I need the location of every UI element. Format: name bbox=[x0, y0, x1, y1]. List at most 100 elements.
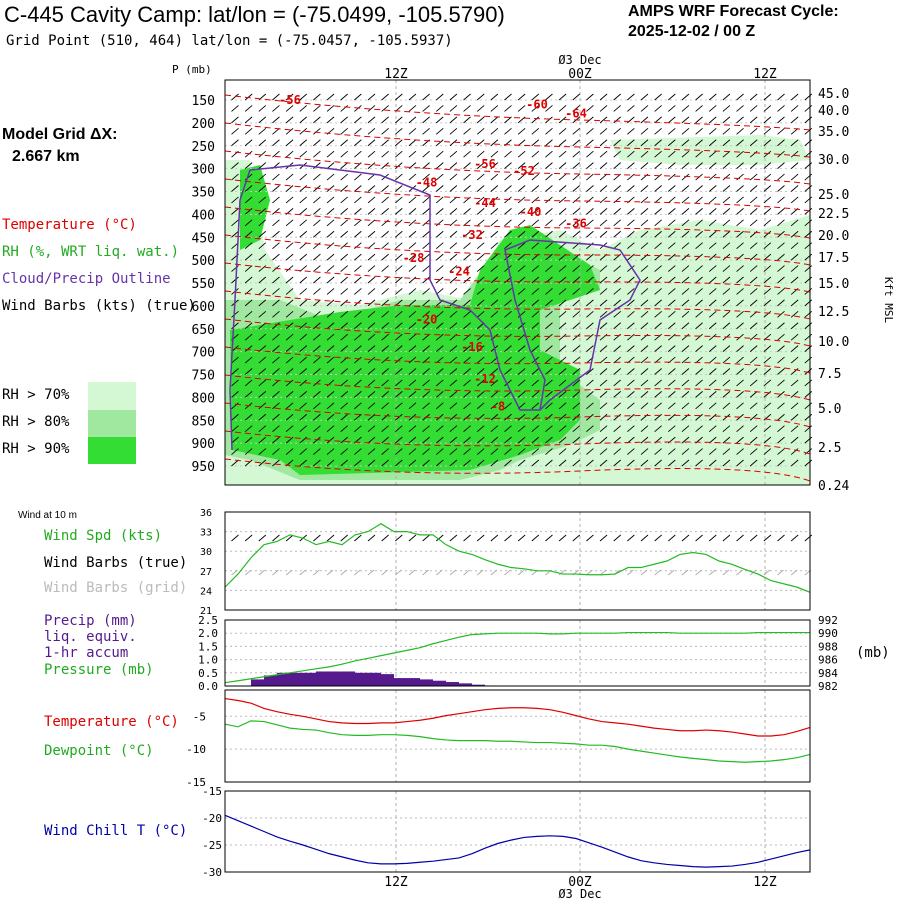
temperature-label: -64 bbox=[565, 107, 587, 121]
precip-bar bbox=[446, 682, 459, 686]
wind-barb bbox=[326, 310, 335, 318]
wind-barb bbox=[449, 208, 458, 215]
wind-barb bbox=[463, 185, 471, 192]
wind-barb bbox=[708, 448, 717, 455]
precip-bar bbox=[407, 678, 420, 686]
wind-barb bbox=[244, 459, 253, 467]
wind-barb bbox=[490, 436, 499, 444]
wind-barb bbox=[381, 242, 389, 250]
wind-barb bbox=[627, 299, 635, 307]
wind-barb bbox=[395, 448, 403, 455]
dewpoint-line bbox=[224, 720, 811, 763]
wind-barb bbox=[722, 391, 731, 398]
wind-barb bbox=[340, 185, 348, 192]
wind-barb bbox=[804, 185, 813, 192]
wind-barb bbox=[517, 219, 526, 227]
wind-barb bbox=[463, 345, 471, 352]
wind-barb bbox=[695, 105, 703, 112]
wind-barb bbox=[285, 139, 294, 147]
wind-barb bbox=[790, 391, 799, 398]
wind-barb bbox=[545, 139, 553, 147]
wind-barb bbox=[354, 127, 362, 135]
wind-barb bbox=[790, 105, 799, 112]
wind-barb bbox=[326, 173, 335, 181]
wind-barb bbox=[354, 242, 362, 250]
pressure-tick-label: 150 bbox=[192, 94, 215, 109]
wind-barb bbox=[408, 459, 417, 467]
wind-barb-grid bbox=[722, 569, 730, 576]
wind-barb bbox=[231, 379, 239, 387]
wind-barb bbox=[695, 93, 703, 101]
wind-barb bbox=[395, 265, 403, 272]
wind-barb bbox=[572, 265, 581, 272]
wind10m-label: Wind at 10 m bbox=[18, 510, 77, 521]
wind-barb bbox=[708, 253, 717, 261]
pressure-tick: 982 bbox=[818, 680, 838, 693]
wind-barb bbox=[231, 368, 239, 375]
wind-barb bbox=[599, 150, 608, 158]
temperature-label: -20 bbox=[416, 313, 438, 327]
wind-barb-grid bbox=[627, 569, 634, 576]
wind-barb bbox=[435, 196, 444, 204]
wind-barb bbox=[326, 93, 335, 101]
wind-barb bbox=[654, 173, 662, 181]
wind-barb bbox=[640, 276, 649, 284]
wind-barb bbox=[463, 105, 471, 112]
wind-barb bbox=[763, 162, 772, 169]
wind-barb bbox=[545, 253, 553, 261]
wind-barb-grid bbox=[395, 569, 402, 576]
wind-barb bbox=[545, 459, 553, 467]
height-tick-label: 17.5 bbox=[818, 251, 849, 266]
temperature-label: -24 bbox=[448, 265, 470, 279]
pressure-tick-label: 800 bbox=[192, 391, 215, 406]
wind-barb bbox=[558, 162, 567, 169]
wind-barb bbox=[545, 436, 553, 444]
wind-barb bbox=[736, 425, 744, 433]
wind-barb bbox=[790, 299, 799, 307]
wind-barb bbox=[422, 379, 430, 387]
wind-barb bbox=[258, 379, 267, 387]
wind-barb bbox=[668, 127, 676, 135]
wind-barb bbox=[558, 391, 567, 398]
wind-barb bbox=[504, 310, 512, 318]
wind-barb bbox=[668, 379, 676, 387]
wind-barb bbox=[435, 448, 444, 455]
wind-barb bbox=[244, 230, 253, 238]
wind-barb bbox=[681, 230, 690, 238]
wind-barb bbox=[449, 436, 458, 444]
wind-barb bbox=[804, 173, 813, 181]
wind-barb bbox=[572, 368, 581, 375]
wind-barb bbox=[763, 402, 772, 410]
wind-barb bbox=[668, 322, 676, 330]
wind-barb bbox=[422, 242, 430, 250]
wind-barb bbox=[354, 391, 362, 398]
wind-barb bbox=[722, 322, 731, 330]
wind-barb bbox=[804, 322, 813, 330]
wind-barb bbox=[790, 265, 799, 272]
wind-barb-grid bbox=[272, 569, 279, 576]
wind-barb bbox=[572, 425, 581, 433]
wind-barb bbox=[545, 242, 553, 250]
wind-barb bbox=[326, 105, 335, 112]
wind-barb bbox=[449, 345, 458, 352]
wind-barb bbox=[490, 288, 499, 295]
wind-barb bbox=[708, 356, 717, 364]
wind-barb bbox=[231, 219, 239, 227]
wind-barb bbox=[244, 162, 253, 169]
wind-barb bbox=[777, 265, 785, 272]
wind-barb bbox=[599, 436, 608, 444]
wind-barb bbox=[435, 208, 444, 215]
wind-barb bbox=[572, 333, 581, 341]
wind-barb bbox=[340, 322, 348, 330]
temperature-contour bbox=[224, 262, 811, 293]
wind-barb bbox=[504, 345, 512, 352]
wind-barb bbox=[258, 425, 267, 433]
wind-barb bbox=[354, 448, 362, 455]
wind-barb bbox=[708, 379, 717, 387]
wind-barb bbox=[627, 127, 635, 135]
wind-barb bbox=[749, 185, 758, 192]
wind-barb bbox=[381, 219, 389, 227]
wind-barb bbox=[435, 105, 444, 112]
wind-barb bbox=[668, 116, 676, 124]
precip-bar bbox=[251, 679, 264, 686]
